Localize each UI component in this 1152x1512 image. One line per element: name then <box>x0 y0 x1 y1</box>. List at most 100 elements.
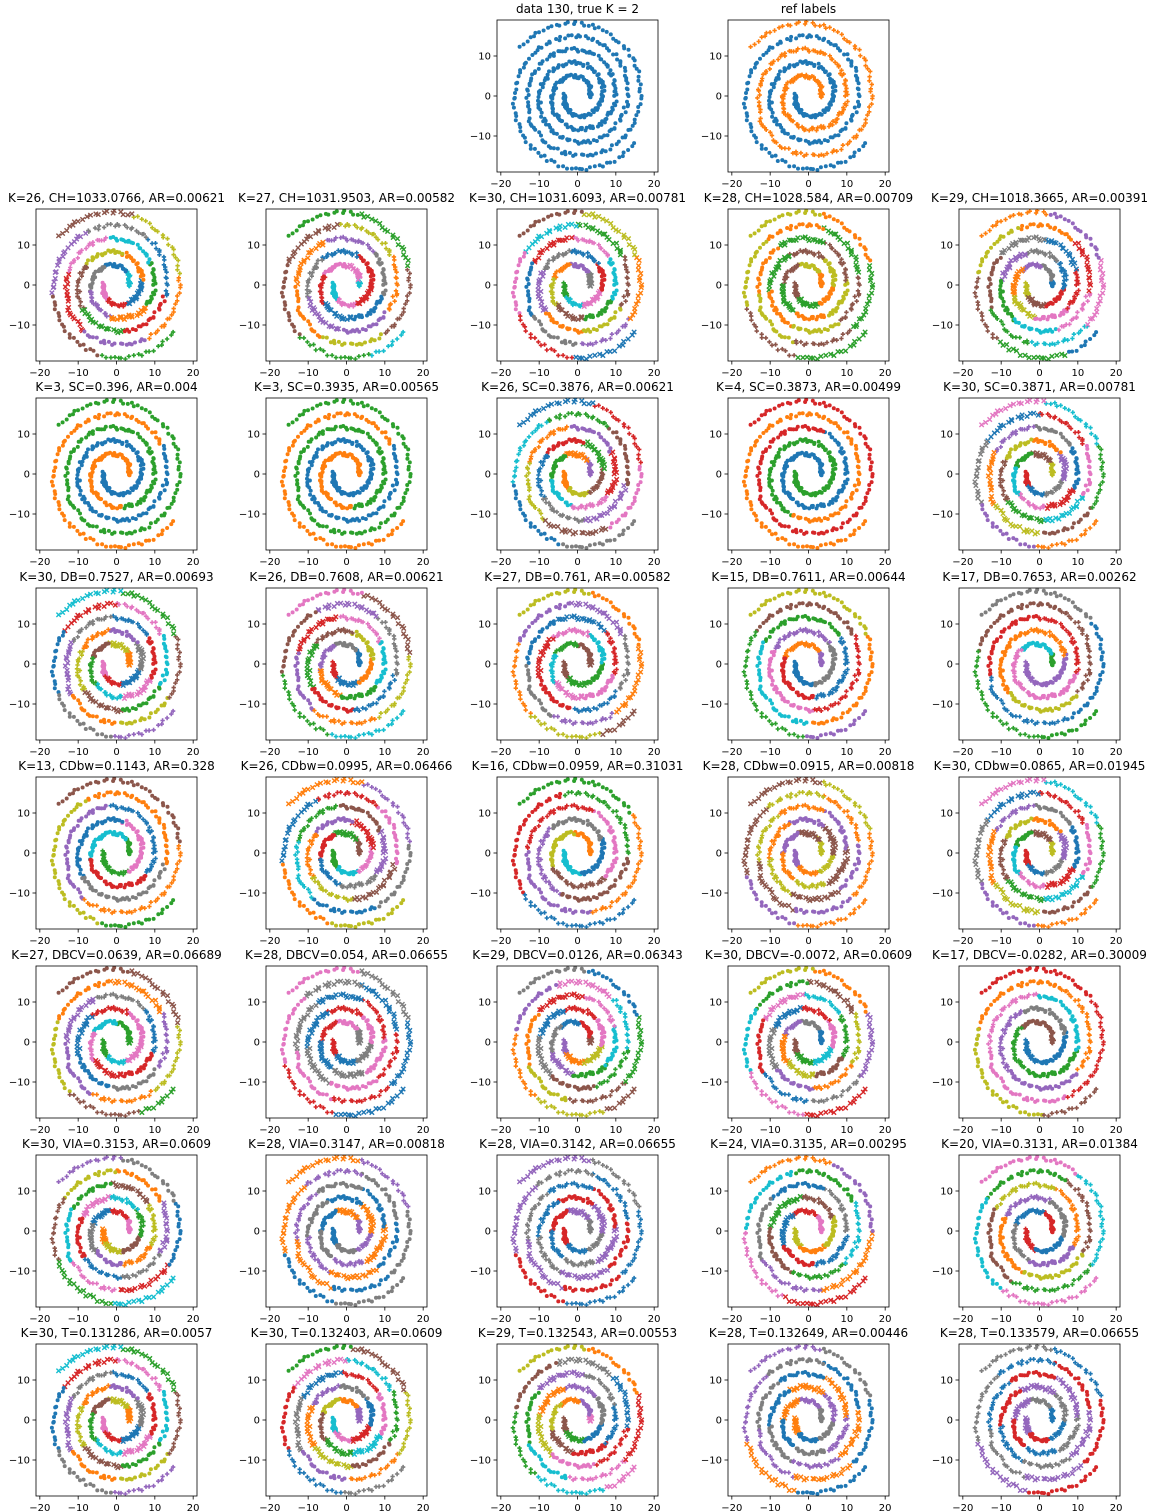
data-point <box>542 456 547 461</box>
data-point <box>139 526 144 531</box>
data-point <box>983 254 988 259</box>
data-point <box>63 473 68 478</box>
data-point <box>170 329 176 335</box>
data-point <box>1083 294 1088 299</box>
data-point <box>1100 270 1106 277</box>
data-point <box>581 251 586 257</box>
data-point <box>105 326 112 332</box>
data-point <box>1071 332 1077 337</box>
data-point <box>104 326 110 332</box>
data-point <box>129 531 134 536</box>
data-point <box>611 81 616 86</box>
data-point <box>572 75 577 80</box>
data-point <box>756 88 761 93</box>
data-point <box>794 36 799 41</box>
data-point <box>559 340 564 345</box>
data-point <box>631 252 638 258</box>
data-point <box>57 448 62 453</box>
data-point <box>819 329 824 334</box>
data-point <box>526 282 531 286</box>
data-point <box>1076 281 1081 286</box>
data-point <box>81 267 86 272</box>
data-point <box>865 112 870 118</box>
data-point <box>108 424 113 429</box>
data-point <box>320 524 325 529</box>
data-point <box>100 253 105 258</box>
data-point <box>556 164 561 169</box>
data-point <box>360 315 364 320</box>
data-point <box>599 311 604 316</box>
data-point <box>539 114 544 119</box>
data-point <box>365 242 370 247</box>
data-point <box>71 259 76 265</box>
data-point <box>625 236 632 242</box>
x-tick-label: 0 <box>113 557 119 568</box>
data-point <box>818 165 823 170</box>
data-point <box>158 301 163 306</box>
data-point <box>742 105 747 110</box>
data-point <box>120 251 125 256</box>
data-point <box>827 261 832 266</box>
data-point <box>405 456 410 461</box>
data-point <box>845 99 850 104</box>
data-point <box>550 96 555 101</box>
data-point <box>55 452 60 457</box>
data-point <box>787 48 792 54</box>
data-point <box>537 130 542 135</box>
data-point <box>745 114 750 118</box>
data-point <box>325 237 330 243</box>
data-point <box>84 435 89 440</box>
data-point <box>745 276 750 281</box>
data-point <box>611 270 616 275</box>
data-point <box>408 472 413 476</box>
data-point <box>1013 242 1019 248</box>
data-point <box>167 316 172 321</box>
data-point <box>785 37 790 41</box>
data-point <box>824 151 830 156</box>
data-point <box>807 317 812 322</box>
data-point <box>1053 315 1057 320</box>
data-point <box>144 322 149 327</box>
scatter-points <box>510 20 644 172</box>
data-point <box>335 488 340 493</box>
data-point <box>380 459 385 464</box>
data-point <box>313 420 318 425</box>
data-point <box>124 254 129 259</box>
data-point <box>171 519 176 524</box>
data-point <box>175 487 180 492</box>
data-point <box>163 288 169 293</box>
data-point <box>626 102 631 107</box>
data-point <box>368 311 373 316</box>
data-point <box>833 322 838 327</box>
data-point <box>830 92 835 97</box>
data-point <box>561 253 566 258</box>
data-point <box>306 250 312 256</box>
data-point <box>406 464 411 469</box>
data-point <box>1000 322 1006 327</box>
data-point <box>614 330 619 336</box>
data-point <box>548 125 553 130</box>
data-point <box>811 167 815 172</box>
data-point <box>512 285 517 290</box>
data-point <box>1085 321 1091 328</box>
data-point <box>1022 252 1029 258</box>
data-point <box>296 271 302 278</box>
data-point <box>90 258 95 263</box>
data-point <box>800 222 805 227</box>
data-point <box>626 242 632 248</box>
data-point <box>538 270 544 276</box>
data-point <box>584 168 589 172</box>
data-point <box>590 22 595 27</box>
data-point <box>608 257 613 262</box>
data-point <box>95 542 100 547</box>
data-point <box>94 524 99 529</box>
data-point <box>778 39 783 44</box>
data-point <box>1001 299 1006 304</box>
data-point <box>142 527 147 532</box>
data-point <box>847 328 852 333</box>
data-point <box>105 299 110 304</box>
data-point <box>134 228 139 234</box>
data-point <box>621 232 627 238</box>
data-point <box>830 119 836 124</box>
data-point <box>67 332 72 337</box>
